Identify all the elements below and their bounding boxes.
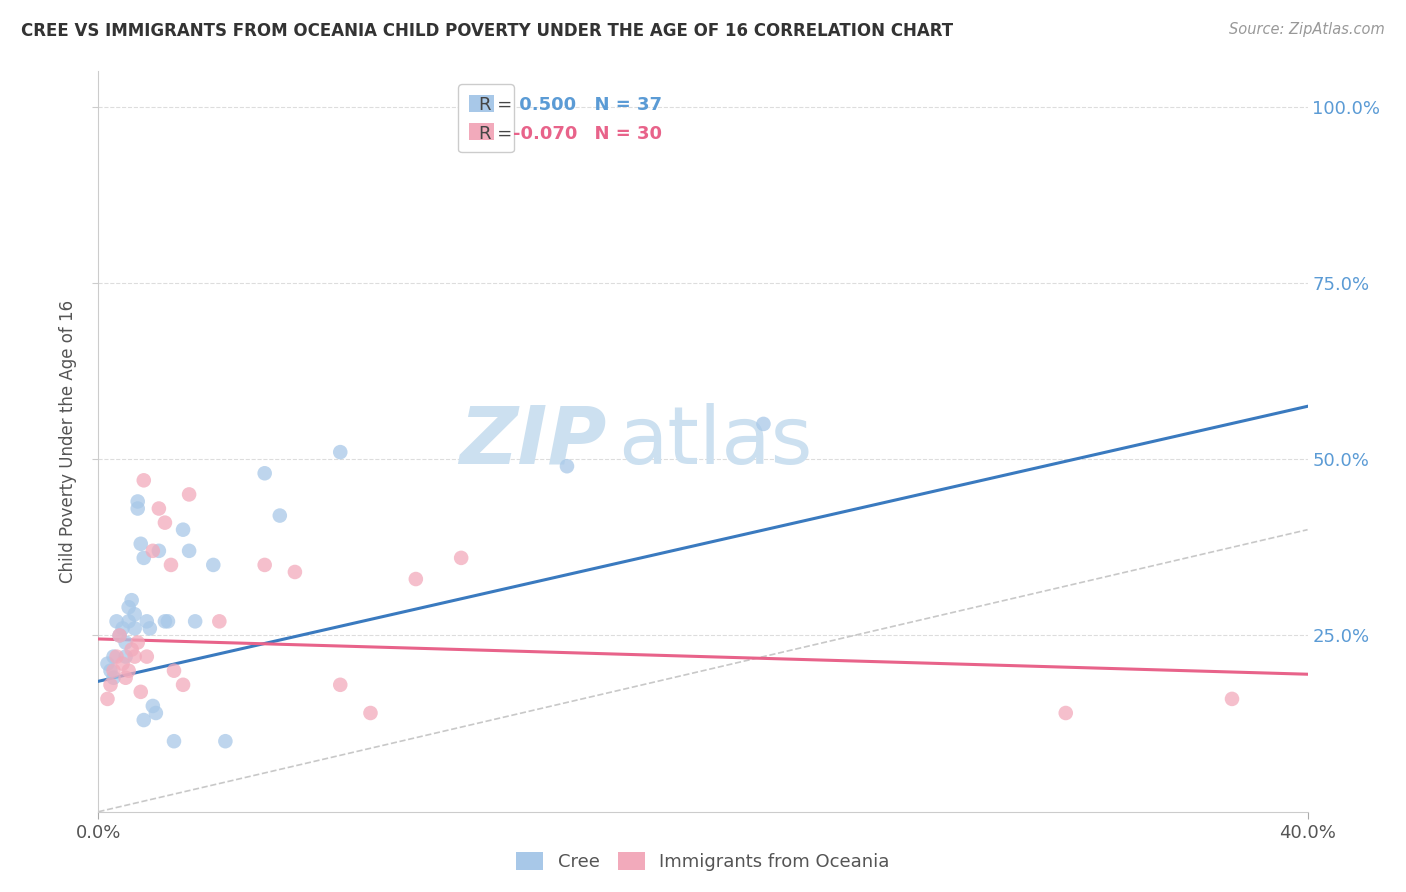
Point [103,649,125,664]
Point [100,664,122,678]
Point [127,635,149,649]
Point [1220,692,1243,706]
Point [135,615,157,629]
Point [121,593,143,607]
Point [105,615,128,629]
Point [96,657,118,671]
Point [153,516,176,530]
Point [156,615,179,629]
Point [142,544,165,558]
Text: -0.070: -0.070 [513,125,578,144]
Point [108,628,131,642]
Point [111,657,134,671]
Point [105,649,128,664]
Legend: , : , [458,84,515,153]
Text: 0.500: 0.500 [513,95,576,113]
Point [100,678,122,692]
Point [253,558,276,572]
Text: N = 30: N = 30 [582,125,662,144]
Point [142,698,165,713]
Point [329,445,352,459]
Point [145,706,167,720]
Point [103,671,125,685]
Text: ZIP: ZIP [458,402,606,481]
Point [148,501,170,516]
Text: R =: R = [479,95,519,113]
Point [103,664,125,678]
Point [111,621,134,635]
Point [139,621,162,635]
Point [1054,706,1077,720]
Point [135,649,157,664]
Text: N = 37: N = 37 [582,95,662,113]
Point [132,550,155,565]
Point [172,523,194,537]
Point [121,642,143,657]
Text: CREE VS IMMIGRANTS FROM OCEANIA CHILD POVERTY UNDER THE AGE OF 16 CORRELATION CH: CREE VS IMMIGRANTS FROM OCEANIA CHILD PO… [21,22,953,40]
Point [124,621,146,635]
Point [96,692,118,706]
Point [127,501,149,516]
Point [163,664,186,678]
Point [160,558,183,572]
Point [118,600,141,615]
Point [129,685,152,699]
Point [114,671,136,685]
Point [450,550,472,565]
Text: atlas: atlas [619,402,813,481]
Point [269,508,291,523]
Point [405,572,427,586]
Point [108,628,131,642]
Point [148,544,170,558]
Point [153,615,176,629]
Point [118,664,141,678]
Point [555,459,578,474]
Point [118,615,141,629]
Point [214,734,236,748]
Point [132,713,155,727]
Point [114,635,136,649]
Point [163,734,186,748]
Point [360,706,382,720]
Point [179,487,201,501]
Point [124,649,146,664]
Text: Source: ZipAtlas.com: Source: ZipAtlas.com [1229,22,1385,37]
Point [752,417,775,431]
Point [129,537,152,551]
Legend: Cree, Immigrants from Oceania: Cree, Immigrants from Oceania [509,846,897,879]
Point [284,565,307,579]
Point [127,494,149,508]
Point [202,558,225,572]
Point [329,678,352,692]
Point [208,615,231,629]
Text: R =: R = [479,125,519,144]
Point [179,544,201,558]
Point [132,473,155,487]
Point [253,467,276,481]
Point [172,678,194,692]
Point [114,649,136,664]
Point [124,607,146,622]
Point [184,615,207,629]
Y-axis label: Child Poverty Under the Age of 16: Child Poverty Under the Age of 16 [59,300,77,583]
